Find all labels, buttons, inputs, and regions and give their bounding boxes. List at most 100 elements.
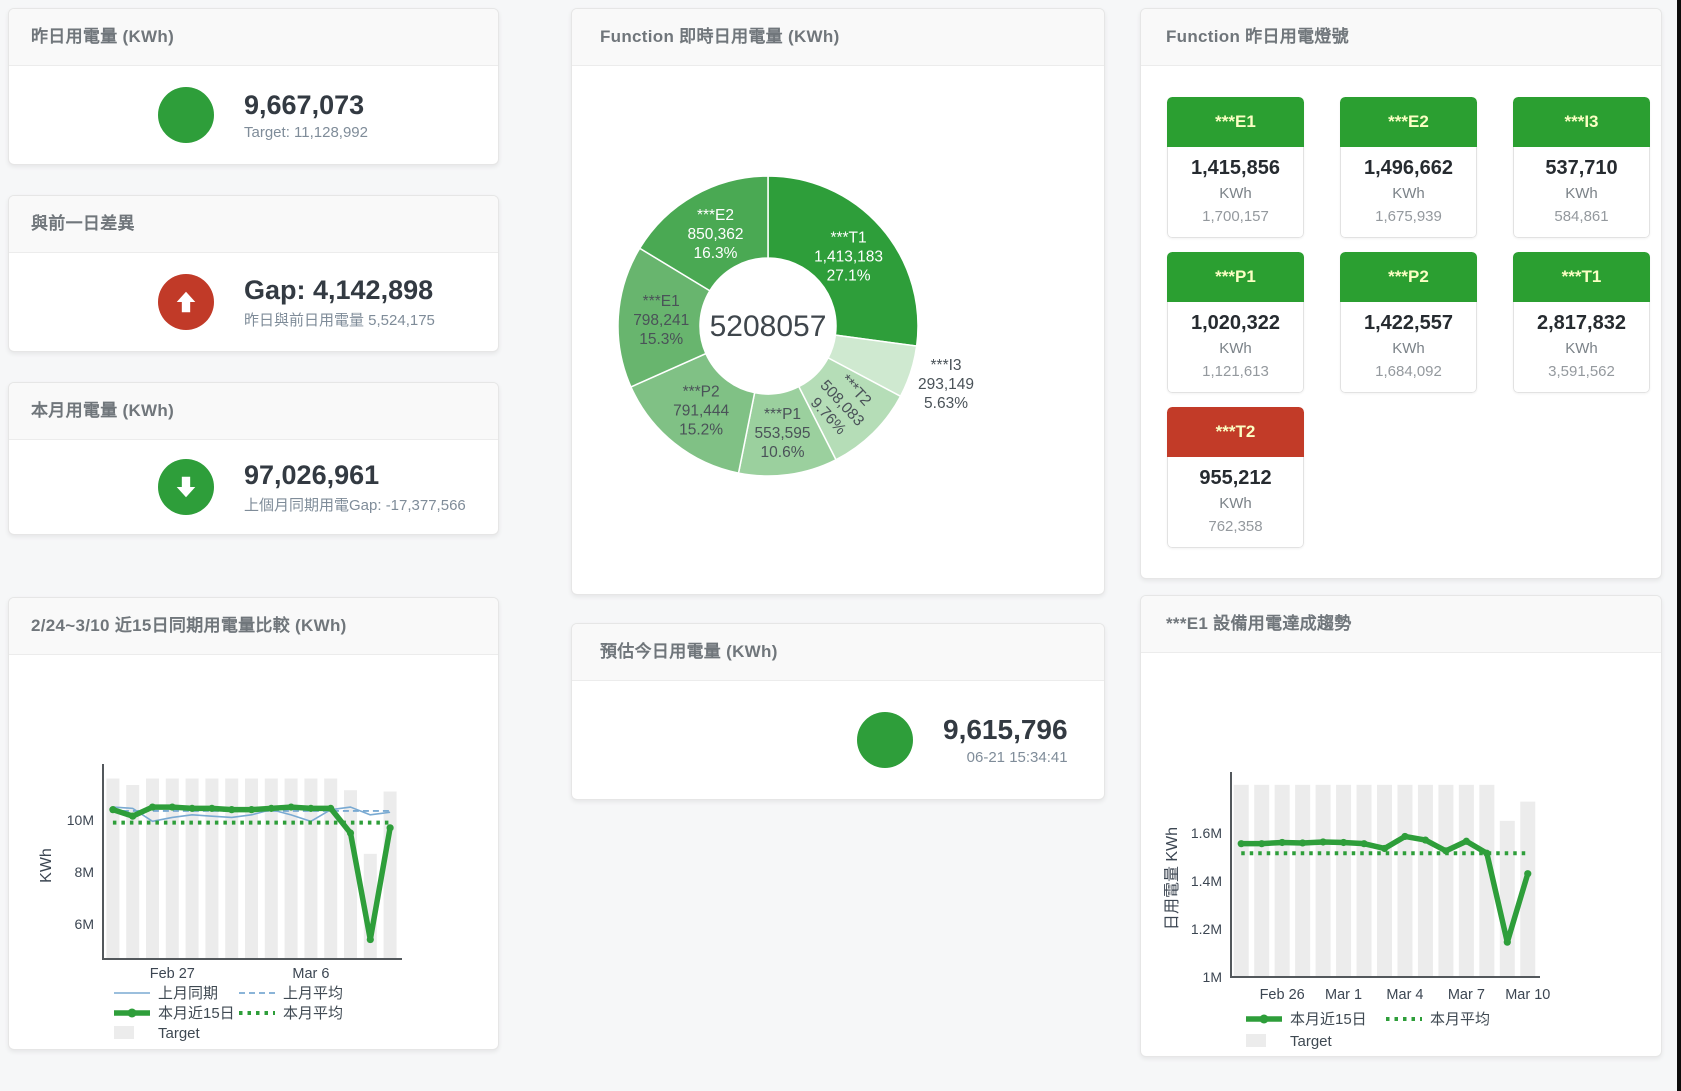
legend-item-Target[interactable]: Target [1246, 1033, 1333, 1050]
legend-swatch-dot [127, 1008, 137, 1018]
card-month-title: 本月用電量 (KWh) [9, 383, 498, 440]
x-tick-label: Mar 1 [1325, 987, 1362, 1003]
arrow-down-circle-icon [158, 459, 214, 515]
series-point [1462, 837, 1470, 845]
tile-label: ***P2 [1340, 252, 1477, 302]
legend-label: Target [1290, 1033, 1333, 1050]
tile-value: 2,817,832 [1537, 312, 1626, 334]
donut-slices [617, 175, 919, 477]
y-tick-label: 1.2M [1191, 921, 1222, 937]
card-day-gap: 與前一日差異 Gap: 4,142,898 昨日與前日用電量 5,524,175 [8, 195, 499, 352]
legend-item-Target[interactable]: Target [114, 1025, 201, 1042]
legend-item-本月近15日[interactable]: 本月近15日 [114, 1005, 235, 1022]
series-point [1237, 840, 1245, 848]
series-point [1524, 870, 1532, 878]
light-tile-T1[interactable]: ***T1 2,817,832 KWh 3,591,562 [1513, 252, 1650, 393]
light-tile-P2[interactable]: ***P2 1,422,557 KWh 1,684,092 [1340, 252, 1477, 393]
target-bar [1377, 784, 1392, 977]
card-estimate: 預估今日用電量 (KWh) 9,615,796 06-21 15:34:41 [571, 623, 1105, 800]
legend-label: 本月近15日 [1290, 1011, 1367, 1028]
legend-item-上月同期[interactable]: 上月同期 [114, 985, 218, 1002]
series-point [1421, 836, 1430, 844]
target-bar [106, 778, 120, 959]
x-tick-label: Mar 7 [1448, 987, 1485, 1003]
light-tile-E2[interactable]: ***E2 1,496,662 KWh 1,675,939 [1340, 97, 1477, 238]
card-compare-chart: 2/24~3/10 近15日同期用電量比較 (KWh) 6M 8M 10M Feb 2… [8, 597, 499, 1050]
compare-chart-body: 6M 8M 10M Feb 27 Mar 6 KWh 上月同期 上月平均 本月近15日 本月平均 T… [9, 655, 498, 1049]
tile-value: 955,212 [1199, 467, 1272, 489]
card-realtime-donut: Function 即時日用電量 (KWh) 5208057 ***T1 1,413… [571, 8, 1105, 595]
series-point [188, 804, 196, 812]
target-bar [126, 784, 140, 959]
donut-slice-P2[interactable] [629, 352, 756, 474]
light-tile-T2[interactable]: ***T2 955,212 KWh 762,358 [1167, 407, 1304, 548]
donut-label-I3: ***I3 293,149 5.63% [918, 357, 974, 412]
tile-unit: KWh [1219, 495, 1252, 512]
card-lights-title: Function 昨日用電燈號 [1141, 9, 1661, 66]
light-tile-I3[interactable]: ***I3 537,710 KWh 584,861 [1513, 97, 1650, 238]
target-bar [185, 778, 199, 959]
series-point [208, 804, 216, 812]
target-bar [383, 791, 397, 959]
x-tick-label: Feb 26 [1260, 987, 1305, 1003]
yesterday-usage-target: Target: 11,128,992 [244, 124, 368, 141]
x-tick-label: Mar 6 [292, 966, 329, 982]
target-bar [245, 778, 258, 959]
tile-unit: KWh [1392, 340, 1425, 357]
target-bar [344, 790, 357, 959]
legend-label: Target [158, 1025, 201, 1042]
tile-target: 1,121,613 [1202, 363, 1269, 380]
tile-body: 955,212 KWh 762,358 [1167, 457, 1304, 548]
tile-value: 537,710 [1545, 157, 1618, 179]
tile-target: 3,591,562 [1548, 363, 1615, 380]
series-point [109, 806, 117, 814]
legend-item-本月近15日[interactable]: 本月近15日 [1246, 1011, 1367, 1028]
tile-body: 537,710 KWh 584,861 [1513, 147, 1650, 238]
tile-unit: KWh [1565, 185, 1598, 202]
tile-body: 1,496,662 KWh 1,675,939 [1340, 147, 1477, 238]
target-bar [1438, 784, 1454, 977]
series-point [1380, 844, 1389, 853]
light-tile-P1[interactable]: ***P1 1,020,322 KWh 1,121,613 [1167, 252, 1304, 393]
tile-unit: KWh [1392, 185, 1425, 202]
series-point [307, 804, 315, 812]
tile-label: ***P1 [1167, 252, 1304, 302]
donut-slice-E2[interactable] [638, 175, 769, 292]
vertical-scrollbar[interactable] [1677, 0, 1681, 1091]
series-point [168, 803, 176, 811]
status-circle-green-icon [158, 87, 214, 143]
y-axis-title: 日用電量 KWh [1164, 827, 1181, 930]
legend-item-本月平均[interactable]: 本月平均 [1386, 1011, 1490, 1028]
legend-item-本月平均[interactable]: 本月平均 [239, 1005, 343, 1022]
tile-unit: KWh [1219, 340, 1252, 357]
target-bar [1233, 784, 1249, 977]
series-point [267, 804, 275, 812]
light-tile-E1[interactable]: ***E1 1,415,856 KWh 1,700,157 [1167, 97, 1304, 238]
donut-slice-T1[interactable] [767, 175, 919, 347]
donut-label-P2: ***P2 791,444 15.2% [673, 384, 729, 439]
target-bar [1499, 820, 1515, 977]
series-point [386, 824, 394, 832]
target-bar [1356, 784, 1372, 977]
tile-unit: KWh [1565, 340, 1598, 357]
donut-center-total: 5208057 [710, 310, 827, 343]
series-point [228, 806, 236, 814]
tile-target: 762,358 [1208, 518, 1263, 535]
donut-slice-E1[interactable] [617, 247, 711, 388]
tile-target: 1,700,157 [1202, 208, 1269, 225]
series-point [327, 804, 335, 812]
legend-item-上月平均[interactable]: 上月平均 [239, 985, 343, 1002]
status-circle-green-icon [857, 712, 913, 768]
series-point [366, 935, 374, 944]
card-month-usage: 本月用電量 (KWh) 97,026,961 上個月同期用電Gap: -17,3… [8, 382, 499, 535]
card-day-gap-body: Gap: 4,142,898 昨日與前日用電量 5,524,175 [9, 253, 498, 351]
legend-label: 本月近15日 [158, 1005, 235, 1022]
card-trend-chart: ***E1 設備用電達成趨勢 1M 1.2M 1.4M 1.6M Feb 26 Mar 1… [1140, 595, 1662, 1057]
series-point [1258, 840, 1266, 848]
card-day-gap-title: 與前一日差異 [9, 196, 498, 253]
target-bar [1336, 784, 1352, 977]
series-point [1319, 838, 1327, 846]
x-tick-label: Mar 4 [1386, 987, 1423, 1003]
target-bar [304, 778, 318, 959]
